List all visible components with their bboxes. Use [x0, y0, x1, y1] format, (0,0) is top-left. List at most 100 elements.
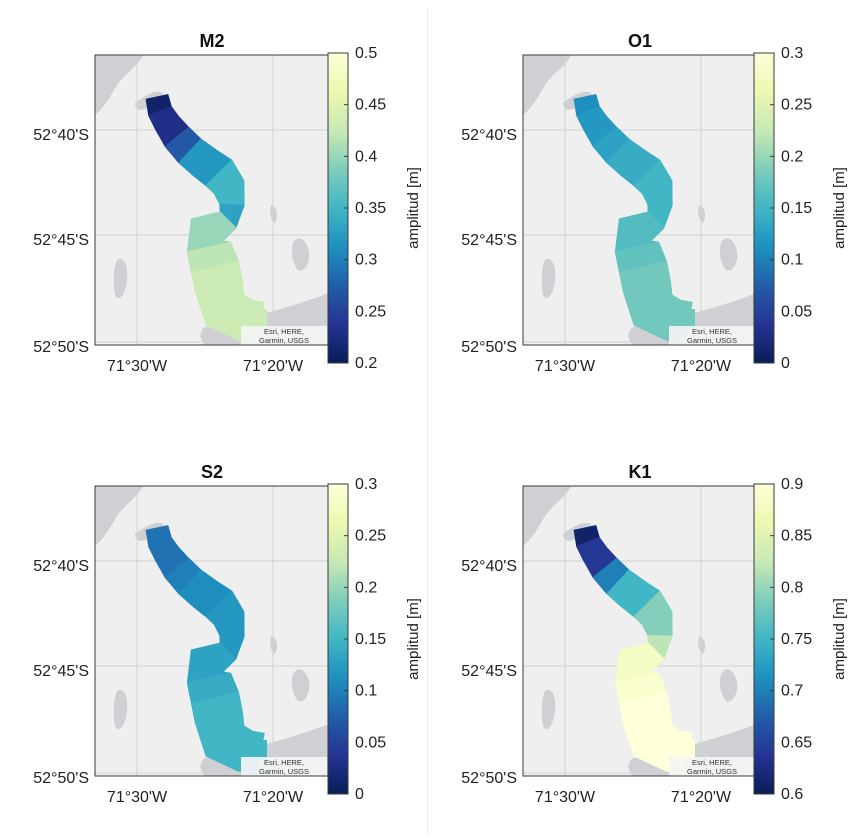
colorbar-tick-label: 0.15 — [781, 200, 812, 217]
lat-tick-label: 52°40'S — [33, 127, 89, 144]
land-island-west — [113, 689, 128, 730]
panel-title: K1 — [628, 462, 651, 482]
attribution-line2: Garmin, USGS — [687, 336, 737, 345]
land-northwest — [95, 486, 143, 546]
attribution-box: Esri, HERE,Garmin, USGS — [241, 757, 327, 776]
colorbar-tick-label: 0.6 — [781, 786, 803, 803]
amplitude-cell — [669, 740, 695, 760]
lat-tick-label: 52°45'S — [461, 232, 517, 249]
lon-tick-label: 71°30'W — [535, 358, 596, 375]
colorbar-tick-label: 0 — [355, 786, 364, 803]
map-panel-o1: O1 Esri, HERE,Garmin, USGS 52°40'S 52°45'S 5… — [461, 31, 758, 375]
colorbar-tick-label: 0.25 — [781, 97, 812, 114]
attribution-box: Esri, HERE,Garmin, USGS — [669, 326, 755, 345]
attribution-background — [669, 326, 755, 345]
colorbar-tick-label: 0 — [781, 355, 790, 372]
colorbar-tick-label: 0.8 — [781, 579, 803, 596]
lon-tick-label: 71°20'W — [243, 789, 304, 806]
attribution-box: Esri, HERE,Garmin, USGS — [241, 326, 327, 345]
map-panel-k1: K1 Esri, HERE,Garmin, USGS 52°40'S 52°45'S 5… — [461, 462, 758, 806]
basemap: Esri, HERE,Garmin, USGS — [95, 55, 329, 345]
colorbar-tick-label: 0.9 — [781, 476, 803, 493]
colorbar-label: amplitud [m] — [831, 598, 848, 680]
colorbar-tick-label: 0.3 — [355, 252, 377, 269]
land-island-east — [291, 669, 310, 702]
attribution-background — [241, 326, 327, 345]
attribution-line1: Esri, HERE, — [692, 327, 732, 336]
colorbar-tick-label: 0.3 — [355, 476, 377, 493]
lat-tick-label: 52°40'S — [461, 558, 517, 575]
panel-title: O1 — [628, 31, 652, 51]
colorbar-tick-label: 0.4 — [355, 148, 377, 165]
panel-title: M2 — [199, 31, 224, 51]
amplitude-cell — [669, 309, 695, 329]
lat-tick-label: 52°40'S — [33, 558, 89, 575]
colorbar-tick-label: 0.25 — [355, 528, 386, 545]
colorbar-tick-label: 0.2 — [355, 579, 377, 596]
attribution-line2: Garmin, USGS — [687, 767, 737, 776]
land-island-west — [113, 258, 128, 299]
colorbar-label: amplitud [m] — [831, 167, 848, 249]
basemap: Esri, HERE,Garmin, USGS — [95, 486, 329, 776]
land-island-west — [541, 689, 556, 730]
lon-tick-label: 71°30'W — [107, 358, 168, 375]
colorbar-tick-label: 0.25 — [355, 303, 386, 320]
land-islet — [270, 636, 278, 654]
lon-tick-label: 71°20'W — [671, 789, 732, 806]
colorbar-label: amplitud [m] — [405, 167, 422, 249]
colorbar-o1: 0 0.05 0.1 0.15 0.2 0.25 0.3 amplitud [m] — [753, 45, 848, 372]
basemap: Esri, HERE,Garmin, USGS — [523, 486, 757, 776]
amplitude-cell — [241, 309, 267, 329]
colorbar-tick-label: 0.65 — [781, 734, 812, 751]
colorbar-k1: 0.6 0.65 0.7 0.75 0.8 0.85 0.9 amplitud [m] — [753, 476, 848, 803]
colorbar-tick-label: 0.3 — [781, 45, 803, 62]
attribution-line2: Garmin, USGS — [259, 336, 309, 345]
attribution-line1: Esri, HERE, — [692, 758, 732, 767]
lat-tick-label: 52°45'S — [461, 663, 517, 680]
attribution-line1: Esri, HERE, — [264, 327, 304, 336]
basemap: Esri, HERE,Garmin, USGS — [523, 55, 757, 345]
attribution-background — [669, 757, 755, 776]
colorbar-tick-label: 0.2 — [355, 355, 377, 372]
land-northwest — [95, 55, 143, 115]
lon-tick-label: 71°20'W — [243, 358, 304, 375]
colorbar-tick-label: 0.05 — [781, 303, 812, 320]
land-islet — [698, 205, 706, 223]
colorbar-tick-label: 0.85 — [781, 528, 812, 545]
lon-tick-label: 71°20'W — [671, 358, 732, 375]
land-northwest — [523, 55, 571, 115]
lat-tick-label: 52°50'S — [461, 770, 517, 787]
colorbar-tick-label: 0.2 — [781, 148, 803, 165]
colorbar-tick-label: 0.1 — [355, 683, 377, 700]
land-island-west — [541, 258, 556, 299]
land-island-east — [719, 669, 738, 702]
colorbar-m2: 0.2 0.25 0.3 0.35 0.4 0.45 0.5 amplitud [m] — [327, 45, 422, 372]
attribution-line1: Esri, HERE, — [264, 758, 304, 767]
colorbar-s2: 0 0.05 0.1 0.15 0.2 0.25 0.3 amplitud [m] — [327, 476, 422, 803]
land-island-east — [291, 238, 310, 271]
colorbar-tick-label: 0.15 — [355, 631, 386, 648]
panel-divider — [427, 8, 428, 834]
attribution-box: Esri, HERE,Garmin, USGS — [669, 757, 755, 776]
attribution-line2: Garmin, USGS — [259, 767, 309, 776]
attribution-background — [241, 757, 327, 776]
panel-title: S2 — [201, 462, 223, 482]
lat-tick-label: 52°45'S — [33, 663, 89, 680]
colorbar-tick-label: 0.35 — [355, 200, 386, 217]
land-islet — [270, 205, 278, 223]
lat-tick-label: 52°50'S — [461, 339, 517, 356]
land-island-east — [719, 238, 738, 271]
colorbar-tick-label: 0.45 — [355, 97, 386, 114]
colorbar-tick-label: 0.7 — [781, 683, 803, 700]
land-islet — [698, 636, 706, 654]
lat-tick-label: 52°40'S — [461, 127, 517, 144]
colorbar-label: amplitud [m] — [405, 598, 422, 680]
map-panel-s2: S2 Esri, HERE,Garmin, USGS 52°40'S 52°45'S 5… — [33, 462, 330, 806]
colorbar-tick-label: 0.05 — [355, 734, 386, 751]
lat-tick-label: 52°50'S — [33, 770, 89, 787]
colorbar-tick-label: 0.1 — [781, 252, 803, 269]
amplitude-cell — [241, 740, 267, 760]
land-northwest — [523, 486, 571, 546]
colorbar-tick-label: 0.75 — [781, 631, 812, 648]
